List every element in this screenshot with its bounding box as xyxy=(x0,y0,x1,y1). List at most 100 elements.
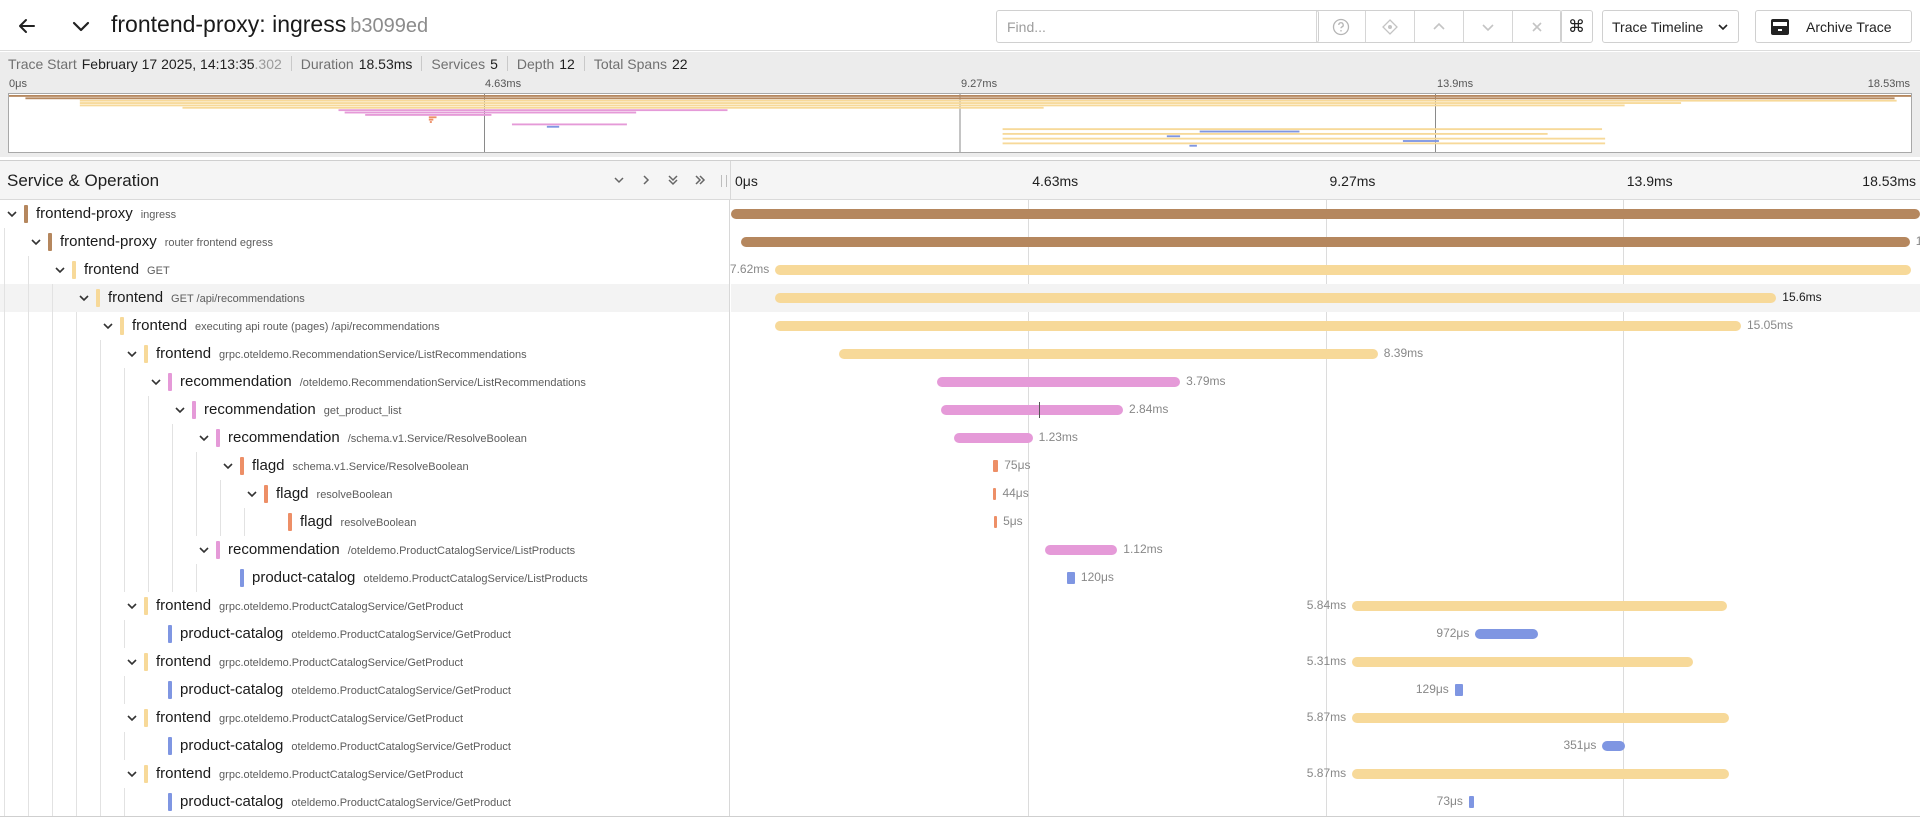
span-row[interactable]: frontend-proxy ingress xyxy=(0,200,1920,228)
span-bar-cell[interactable]: 351μs xyxy=(731,732,1920,760)
span-name-cell[interactable]: product-catalog oteldemo.ProductCatalogSe… xyxy=(0,732,730,760)
next-match-button[interactable] xyxy=(1463,11,1512,42)
span-bar-cell[interactable]: 75μs xyxy=(731,452,1920,480)
collapse-all-button[interactable] xyxy=(691,171,709,189)
span-bar-cell[interactable]: 1.23ms xyxy=(731,424,1920,452)
span-bar[interactable] xyxy=(953,433,1033,443)
span-bar-cell[interactable]: 8.39ms xyxy=(731,340,1920,368)
span-toggle[interactable] xyxy=(4,206,20,222)
span-bar-cell[interactable]: 15.6ms xyxy=(731,284,1920,312)
span-name-cell[interactable]: frontend grpc.oteldemo.ProductCatalogServ… xyxy=(0,592,730,620)
span-row[interactable]: frontend-proxy router frontend egress 18 xyxy=(0,228,1920,256)
expand-one-button[interactable] xyxy=(610,171,628,189)
span-bar-cell[interactable]: 5.84ms xyxy=(731,592,1920,620)
span-bar[interactable] xyxy=(1352,657,1693,667)
span-row[interactable]: frontend grpc.oteldemo.RecommendationServ… xyxy=(0,340,1920,368)
find-input[interactable] xyxy=(997,11,1317,42)
span-bar[interactable] xyxy=(1067,572,1075,584)
span-name-cell[interactable]: recommendation/oteldemo.ProductCatalogSe… xyxy=(0,536,730,564)
span-row[interactable]: frontend grpc.oteldemo.ProductCatalogServ… xyxy=(0,592,1920,620)
span-bar[interactable] xyxy=(1352,713,1729,723)
span-toggle[interactable] xyxy=(244,486,260,502)
span-bar[interactable] xyxy=(1468,796,1474,808)
span-name-cell[interactable]: frontend grpc.oteldemo.ProductCatalogServ… xyxy=(0,648,730,676)
span-row[interactable]: frontend grpc.oteldemo.ProductCatalogServ… xyxy=(0,704,1920,732)
span-toggle[interactable] xyxy=(124,346,140,362)
span-name-cell[interactable]: frontend grpc.oteldemo.ProductCatalogServ… xyxy=(0,704,730,732)
span-bar-cell[interactable]: 18 xyxy=(731,228,1920,256)
span-name-cell[interactable]: flagd resolveBoolean xyxy=(0,508,730,536)
span-name-cell[interactable]: frontend executing api route (pages) /api… xyxy=(0,312,730,340)
clear-find-button[interactable] xyxy=(1512,11,1561,42)
span-row[interactable]: recommendation/schema.v1.Service/Resolve… xyxy=(0,424,1920,452)
span-bar[interactable] xyxy=(775,293,1777,303)
span-name-cell[interactable]: frontend grpc.oteldemo.RecommendationServ… xyxy=(0,340,730,368)
span-toggle[interactable] xyxy=(172,402,188,418)
span-name-cell[interactable]: flagd resolveBoolean xyxy=(0,480,730,508)
prev-match-button[interactable] xyxy=(1414,11,1463,42)
span-bar-cell[interactable]: 5.87ms xyxy=(731,760,1920,788)
span-bar[interactable] xyxy=(1045,545,1118,555)
archive-trace-button[interactable]: Archive Trace xyxy=(1755,10,1912,43)
span-log-marker[interactable] xyxy=(1038,402,1040,418)
span-toggle[interactable] xyxy=(100,318,116,334)
span-row[interactable]: product-catalog oteldemo.ProductCatalogSe… xyxy=(0,564,1920,592)
span-bar[interactable] xyxy=(1352,769,1729,779)
span-bar[interactable] xyxy=(775,265,1911,275)
help-button[interactable] xyxy=(1316,11,1365,42)
span-bar[interactable] xyxy=(994,516,998,528)
span-bar-cell[interactable]: 129μs xyxy=(731,676,1920,704)
span-bar-cell[interactable]: 3.79ms xyxy=(731,368,1920,396)
span-bar-cell[interactable]: 1.12ms xyxy=(731,536,1920,564)
span-bar-cell[interactable]: 44μs xyxy=(731,480,1920,508)
span-row[interactable]: flagd schema.v1.Service/ResolveBoolean 75μ… xyxy=(0,452,1920,480)
locate-button[interactable] xyxy=(1365,11,1414,42)
span-toggle[interactable] xyxy=(124,598,140,614)
span-name-cell[interactable]: frontend-proxy router frontend egress xyxy=(0,228,730,256)
span-name-cell[interactable]: frontend grpc.oteldemo.ProductCatalogServ… xyxy=(0,760,730,788)
span-toggle[interactable] xyxy=(148,374,164,390)
span-bar-cell[interactable]: 5.87ms xyxy=(731,704,1920,732)
span-bar-cell[interactable] xyxy=(731,200,1920,228)
span-bar[interactable] xyxy=(1454,684,1464,696)
collapse-one-button[interactable] xyxy=(637,171,655,189)
span-row[interactable]: product-catalog oteldemo.ProductCatalogSe… xyxy=(0,620,1920,648)
span-name-cell[interactable]: recommendation/schema.v1.Service/Resolve… xyxy=(0,424,730,452)
minimap-canvas[interactable] xyxy=(8,93,1912,153)
span-toggle[interactable] xyxy=(124,710,140,726)
span-bar[interactable] xyxy=(741,237,1910,247)
span-name-cell[interactable]: product-catalog oteldemo.ProductCatalogSe… xyxy=(0,676,730,704)
span-bar-cell[interactable]: 972μs xyxy=(731,620,1920,648)
span-bar[interactable] xyxy=(1352,601,1727,611)
span-row[interactable]: recommendation/oteldemo.RecommendationSe… xyxy=(0,368,1920,396)
span-name-cell[interactable]: product-catalog oteldemo.ProductCatalogSe… xyxy=(0,620,730,648)
span-row[interactable]: frontend GET /api/recommendations 15.6ms xyxy=(0,284,1920,312)
span-row[interactable]: product-catalog oteldemo.ProductCatalogSe… xyxy=(0,732,1920,760)
span-bar[interactable] xyxy=(936,377,1181,387)
span-toggle[interactable] xyxy=(76,290,92,306)
span-name-cell[interactable]: product-catalog oteldemo.ProductCatalogSe… xyxy=(0,788,730,816)
span-row[interactable]: frontend grpc.oteldemo.ProductCatalogServ… xyxy=(0,648,1920,676)
span-bar-cell[interactable]: 5μs xyxy=(731,508,1920,536)
span-bar[interactable] xyxy=(1475,629,1538,639)
span-name-cell[interactable]: product-catalog oteldemo.ProductCatalogSe… xyxy=(0,564,730,592)
span-toggle[interactable] xyxy=(28,234,44,250)
span-bar[interactable] xyxy=(775,321,1741,331)
back-button[interactable] xyxy=(10,10,44,42)
span-toggle[interactable] xyxy=(124,654,140,670)
span-row[interactable]: frontend grpc.oteldemo.ProductCatalogServ… xyxy=(0,760,1920,788)
span-name-cell[interactable]: frontend GET xyxy=(0,256,730,284)
span-bar[interactable] xyxy=(993,460,999,472)
span-row[interactable]: product-catalog oteldemo.ProductCatalogSe… xyxy=(0,788,1920,816)
span-name-cell[interactable]: flagd schema.v1.Service/ResolveBoolean xyxy=(0,452,730,480)
collapse-header-button[interactable] xyxy=(66,10,96,42)
span-bar-cell[interactable]: 7.62ms xyxy=(730,256,1920,284)
span-bar-cell[interactable]: 2.84ms xyxy=(731,396,1920,424)
column-resize-handle[interactable] xyxy=(721,175,727,187)
span-row[interactable]: frontend GET 7.62ms xyxy=(0,256,1920,284)
span-bar-cell[interactable]: 5.31ms xyxy=(731,648,1920,676)
span-bar[interactable] xyxy=(940,405,1124,415)
view-select[interactable]: Trace Timeline xyxy=(1602,10,1739,43)
span-row[interactable]: flagd resolveBoolean 44μs xyxy=(0,480,1920,508)
span-bar[interactable] xyxy=(993,488,997,500)
